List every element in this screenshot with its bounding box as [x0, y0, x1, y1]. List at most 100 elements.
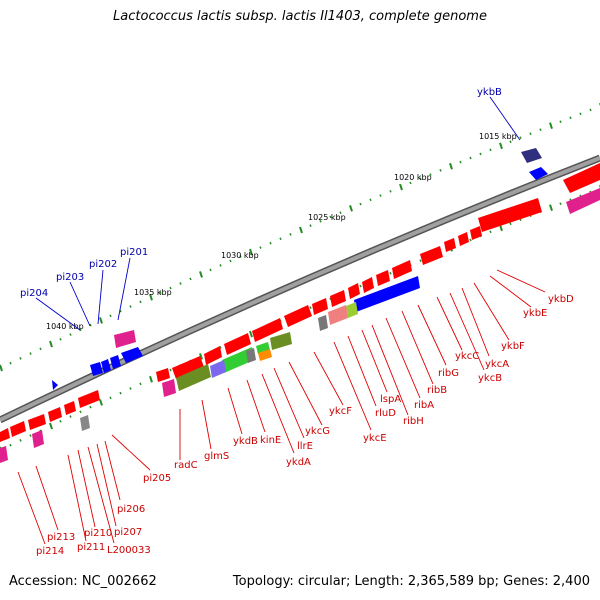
- label-ykcF: ykcF: [329, 406, 352, 417]
- gene-gray-3: [80, 415, 90, 431]
- ruler-tick: [59, 419, 62, 423]
- ruler-tick: [309, 306, 312, 309]
- label-ykcE: ykcE: [363, 433, 387, 444]
- ruler-labels: 1015 kbp 1020 kbp 1025 kbp 1030 kbp 1035…: [46, 132, 517, 331]
- ruler-tick: [289, 233, 292, 236]
- gene-lime: [346, 302, 358, 318]
- label-pi206: pi206: [117, 504, 145, 515]
- gene-pi201: [114, 330, 136, 348]
- dotted-track-outer: [0, 103, 600, 372]
- ruler-tick: [359, 202, 362, 206]
- ruler-tick: [179, 282, 182, 285]
- ruler-tick: [59, 337, 62, 341]
- ruler-tick: [419, 259, 422, 263]
- ruler-tick: [509, 222, 512, 226]
- ruler-tick: [399, 183, 403, 191]
- ruler-tick: [149, 293, 153, 301]
- ruler-tick: [339, 211, 342, 214]
- ruler-tick: [189, 277, 192, 281]
- label-ykcB: ykcB: [478, 373, 502, 384]
- ruler-tick: [489, 230, 492, 234]
- ruler-tick: [249, 248, 253, 256]
- features-forward: [52, 148, 600, 390]
- label-pi211: pi211: [77, 542, 105, 553]
- ruler-tick: [539, 128, 542, 132]
- label-glmS: glmS: [204, 451, 229, 462]
- gene-orange: [258, 349, 272, 361]
- ruler-tick: [99, 317, 103, 324]
- gene-red-r22: [0, 428, 10, 442]
- label-pi205: pi205: [143, 473, 171, 484]
- label-L200033: L200033: [107, 545, 151, 556]
- gene-purple: [210, 360, 226, 378]
- gene-red-r16: [156, 368, 170, 382]
- ruler-tick: [389, 189, 392, 193]
- label-ykbD: ykbD: [548, 294, 574, 305]
- ruler-label-1035: 1035 kbp: [134, 288, 172, 297]
- ruler-tick: [29, 434, 32, 437]
- gene-red-r15: [172, 356, 204, 379]
- gene-red-r6: [376, 270, 390, 286]
- gene-red-r20: [28, 414, 46, 430]
- label-pi202: pi202: [89, 259, 117, 270]
- ruler-tick: [459, 160, 462, 164]
- label-pi207: pi207: [114, 527, 142, 538]
- gene-gray-2: [246, 348, 256, 363]
- label-ykbF: ykbF: [501, 341, 525, 352]
- gene-red-r4: [420, 246, 443, 265]
- gene-ykbB: [521, 148, 542, 163]
- ruler-tick: [469, 238, 472, 242]
- gene-magenta-2: [162, 379, 176, 397]
- ruler-tick: [79, 328, 82, 332]
- gene-red-r8: [348, 283, 360, 299]
- ruler-tick: [529, 132, 532, 136]
- map-title: Lactococcus lactis subsp. lactis Il1403,…: [113, 9, 487, 24]
- ruler-tick: [439, 169, 442, 172]
- ruler-tick: [419, 177, 422, 181]
- ruler-tick: [109, 314, 112, 318]
- gene-magenta-4: [0, 446, 8, 463]
- gene-magenta-3: [32, 430, 44, 448]
- ruler-tick: [569, 116, 572, 120]
- ruler-tick: [349, 205, 353, 212]
- label-ykcC: ykcC: [455, 351, 479, 362]
- ruler-tick: [19, 357, 22, 360]
- ruler-tick: [119, 391, 122, 395]
- ruler-tick: [149, 375, 153, 383]
- ruler-tick: [9, 361, 12, 365]
- ruler-tick: [269, 241, 272, 245]
- ruler-tick: [169, 286, 172, 290]
- gene-red-big-1: [563, 163, 600, 193]
- ruler-tick: [589, 108, 592, 112]
- gene-red-r19: [48, 407, 62, 422]
- ruler-tick: [29, 352, 32, 355]
- ruler-tick: [559, 202, 562, 206]
- ruler-tick: [509, 140, 512, 144]
- gene-red-r14: [204, 346, 222, 365]
- ruler-tick: [9, 443, 12, 447]
- ruler-tick: [519, 136, 522, 140]
- accession-text: Accession: NC_002662: [9, 574, 157, 589]
- gene-red-r11: [284, 305, 312, 327]
- ruler-tick: [49, 422, 53, 430]
- gene-red-r13: [224, 333, 251, 355]
- ruler-label-1015: 1015 kbp: [479, 132, 517, 141]
- ruler-tick: [229, 259, 232, 263]
- gene-blue-1018: [529, 167, 548, 180]
- genome-backbone: [0, 154, 600, 424]
- ruler-tick: [499, 142, 503, 150]
- ruler-tick: [99, 399, 103, 406]
- label-ribG: ribG: [438, 368, 459, 379]
- gene-blue-a: [90, 362, 103, 376]
- label-pi210: pi210: [84, 528, 112, 539]
- gene-red-r9: [330, 290, 346, 307]
- ruler-tick: [69, 333, 72, 336]
- gene-red-r2: [458, 232, 469, 246]
- ruler-label-1020: 1020 kbp: [394, 173, 432, 182]
- label-lspA: lspA: [380, 394, 401, 405]
- features-reverse-row1: [0, 198, 542, 442]
- gene-red-r3: [444, 238, 456, 252]
- ruler-tick: [79, 410, 82, 414]
- ruler-tick: [319, 219, 322, 223]
- ruler-tick: [129, 305, 132, 308]
